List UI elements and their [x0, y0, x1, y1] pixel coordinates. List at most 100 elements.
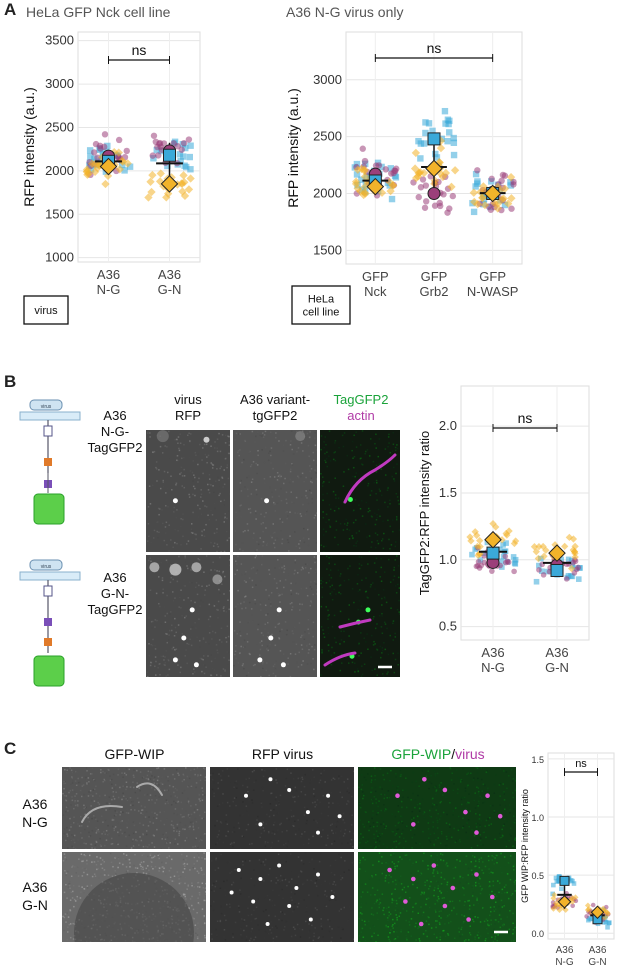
micro-noise: [208, 518, 211, 521]
micro-noise: [76, 898, 79, 900]
micro-noise: [129, 785, 132, 788]
micro-noise: [333, 778, 336, 780]
micro-noise: [167, 789, 169, 792]
micro-noise: [435, 790, 437, 793]
micro-noise: [372, 822, 375, 824]
micro-noise: [158, 788, 161, 790]
micro-noise: [201, 839, 203, 842]
micro-noise: [298, 853, 300, 856]
data-point-circle: [149, 152, 156, 159]
micro-noise: [336, 820, 339, 823]
micro-noise: [67, 847, 69, 849]
micro-noise: [359, 507, 362, 510]
micro-noise: [70, 875, 73, 877]
micro-noise: [403, 886, 406, 889]
micro-noise: [375, 809, 378, 812]
micro-noise: [330, 654, 333, 657]
micro-noise: [360, 564, 363, 567]
micro-noise: [386, 907, 388, 909]
micro-noise: [488, 824, 490, 827]
micro-noise: [374, 790, 377, 793]
micro-noise: [477, 931, 480, 934]
micro-noise: [371, 887, 374, 889]
micro-noise: [381, 597, 383, 600]
micro-noise: [384, 501, 386, 504]
micro-noise: [256, 569, 259, 572]
micro-noise: [187, 597, 190, 599]
micro-noise: [385, 868, 387, 870]
micro-noise: [79, 815, 82, 818]
micro-noise: [313, 935, 315, 938]
micro-noise: [322, 632, 325, 635]
micro-noise: [213, 669, 216, 671]
micro-noise: [173, 506, 175, 509]
micro-noise: [376, 482, 378, 484]
data-point-square: [444, 116, 452, 123]
micro-noise: [273, 476, 276, 478]
micro-filament: [323, 651, 357, 667]
micro-noise: [211, 463, 213, 465]
micro-noise: [239, 488, 241, 491]
data-point-diamond: [179, 171, 188, 180]
micro-noise: [370, 515, 373, 517]
micro-noise: [434, 903, 436, 905]
micro-noise: [415, 861, 417, 863]
micro-noise: [201, 910, 203, 912]
micro-noise: [170, 826, 173, 828]
micro-noise: [294, 561, 297, 564]
micro-noise: [168, 777, 171, 780]
micro-noise: [200, 493, 203, 496]
schematic-virus-label: virus: [41, 404, 52, 410]
micro-noise: [375, 447, 377, 449]
micro-noise: [363, 793, 366, 796]
micro-noise: [235, 796, 237, 799]
micro-noise: [476, 786, 478, 789]
micro-noise: [262, 667, 264, 670]
micro-noise: [111, 787, 114, 789]
data-point-square: [497, 546, 503, 553]
micro-noise: [213, 795, 215, 797]
micro-noise: [392, 785, 394, 787]
micro-noise: [94, 847, 96, 849]
micro-noise: [274, 510, 277, 512]
micro-noise: [486, 789, 489, 792]
micro-noise: [264, 897, 266, 900]
micro-noise: [313, 648, 316, 651]
micro-noise: [283, 568, 286, 570]
micro-noise: [246, 809, 248, 812]
micro-noise: [321, 652, 323, 654]
micro-noise: [439, 842, 442, 845]
data-point-diamond: [561, 542, 569, 551]
micro-noise: [310, 477, 313, 480]
micro-noise: [343, 580, 346, 582]
micro-noise: [290, 896, 292, 899]
micro-noise: [153, 786, 155, 788]
micro-noise: [200, 657, 202, 660]
micro-noise: [277, 812, 280, 814]
micro-noise: [319, 801, 321, 804]
micro-noise: [472, 920, 475, 923]
micro-noise: [262, 861, 265, 863]
micro-noise: [260, 862, 263, 865]
micro-noise: [249, 653, 251, 656]
micro-noise: [267, 932, 270, 935]
micro-noise: [245, 595, 247, 598]
micro-noise: [374, 643, 376, 645]
micro-noise: [351, 449, 353, 452]
micro-noise: [487, 855, 490, 857]
micro-spot: [181, 635, 187, 641]
micro-noise: [144, 806, 146, 808]
micro-noise: [361, 665, 363, 667]
micro-noise: [342, 445, 345, 448]
micro-noise: [225, 610, 228, 613]
micro-noise: [312, 793, 315, 795]
micro-noise: [112, 793, 115, 795]
micro-noise: [322, 482, 324, 484]
micro-noise: [202, 793, 204, 796]
micro-noise: [180, 881, 182, 884]
micro-noise: [416, 886, 419, 889]
micro-noise: [397, 822, 400, 824]
micro-noise: [291, 822, 294, 825]
micro-noise: [325, 555, 328, 558]
data-point-circle: [90, 149, 98, 156]
